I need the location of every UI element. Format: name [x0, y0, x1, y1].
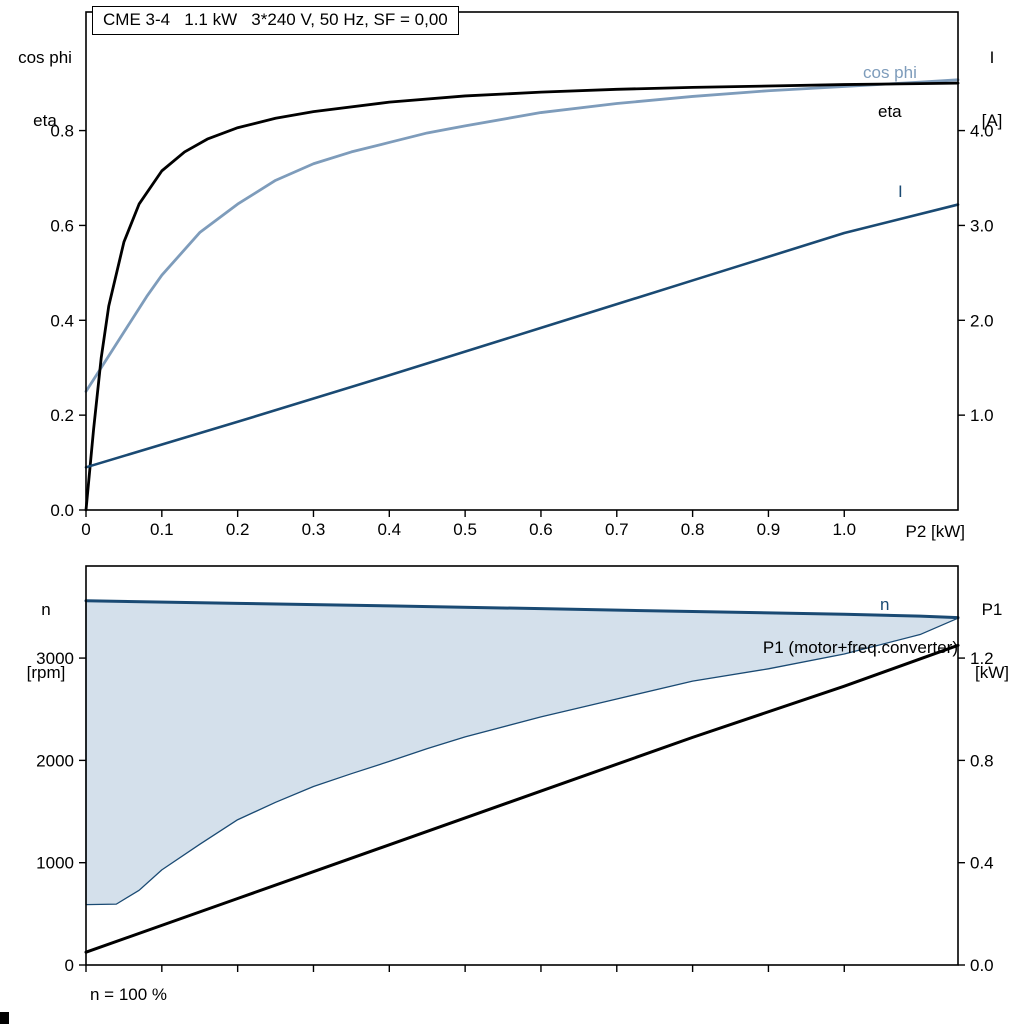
chart-bottom-speed-power: 0 1000 2000 3000 0.0 0.4 0.8 1.2 [36, 565, 994, 975]
svg-text:0.0: 0.0 [50, 501, 74, 520]
curve-label-p1: P1 (motor+freq.converter) [762, 638, 958, 657]
svg-text:0: 0 [81, 520, 90, 539]
y-left-axis-label-line1: cos phi [18, 48, 72, 67]
speed-axis-label-line1: n [41, 600, 51, 619]
y-right-axis-label-line2: [A] [981, 111, 1003, 130]
page-corner-mark [0, 1012, 9, 1024]
svg-text:0.4: 0.4 [377, 520, 401, 539]
svg-text:1.0: 1.0 [970, 406, 994, 425]
power-axis-label-line1: P1 [981, 600, 1003, 619]
svg-text:1000: 1000 [36, 854, 74, 873]
svg-text:2.0: 2.0 [970, 311, 994, 330]
svg-text:0.2: 0.2 [50, 406, 74, 425]
svg-text:0.5: 0.5 [453, 520, 477, 539]
speed-axis-label-line2: [rpm] [26, 663, 66, 682]
svg-text:0.8: 0.8 [970, 751, 994, 770]
chart-title: CME 3-4 1.1 kW 3*240 V, 50 Hz, SF = 0,00 [92, 6, 459, 35]
speed-axis-label: n [rpm] [8, 557, 84, 725]
curve-label-current: I [898, 182, 903, 201]
svg-text:0.8: 0.8 [50, 122, 74, 141]
y-right-axis-label-line1: I [989, 48, 995, 67]
svg-text:3.0: 3.0 [970, 216, 994, 235]
svg-text:1.2: 1.2 [970, 649, 994, 668]
x-axis-label: P2 [kW] [905, 522, 965, 541]
svg-text:0.4: 0.4 [50, 311, 74, 330]
chart-top-cosphi-eta-current: 0 0.1 0.2 0.3 0.4 0.5 0.6 0.7 0.8 0.9 1.0 0.0 0.2 0.4… [50, 11, 994, 539]
curve-label-cosphi: cos phi [863, 63, 917, 82]
svg-text:0.6: 0.6 [50, 216, 74, 235]
svg-text:0.4: 0.4 [970, 854, 994, 873]
curve-label-eta: eta [878, 102, 902, 121]
svg-text:2000: 2000 [36, 751, 74, 770]
power-axis-label-line2: [kW] [975, 663, 1009, 682]
svg-text:3000: 3000 [36, 649, 74, 668]
svg-text:1.0: 1.0 [832, 520, 856, 539]
svg-text:0.1: 0.1 [150, 520, 174, 539]
svg-text:0.0: 0.0 [970, 956, 994, 975]
svg-text:0.8: 0.8 [681, 520, 705, 539]
svg-text:0.6: 0.6 [529, 520, 553, 539]
power-axis-label: P1 [kW] [962, 557, 1022, 725]
y-left-axis-label: cos phi eta [6, 5, 84, 173]
svg-text:0.9: 0.9 [757, 520, 781, 539]
curve-label-n: n [880, 595, 890, 614]
svg-text:0.2: 0.2 [226, 520, 250, 539]
svg-text:0: 0 [65, 956, 74, 975]
svg-text:4.0: 4.0 [970, 122, 994, 141]
svg-text:0.7: 0.7 [605, 520, 629, 539]
speed-note: n = 100 % [90, 985, 168, 1004]
y-left-axis-label-line2: eta [33, 111, 57, 130]
svg-text:0.3: 0.3 [302, 520, 326, 539]
y-right-axis-label: I [A] [964, 5, 1020, 173]
